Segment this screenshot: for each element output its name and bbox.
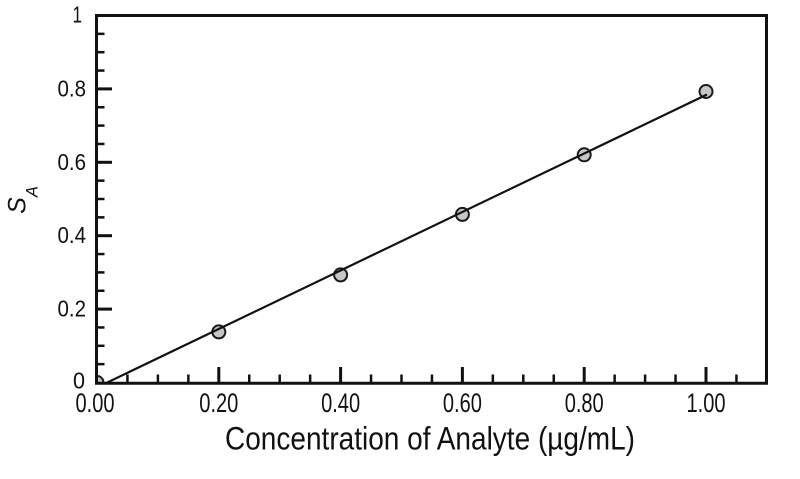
- svg-text:0.00: 0.00: [76, 388, 115, 418]
- svg-text:1.00: 1.00: [687, 388, 726, 418]
- svg-text:0.4: 0.4: [58, 222, 87, 248]
- svg-text:0: 0: [73, 368, 85, 394]
- svg-text:1: 1: [73, 2, 83, 28]
- svg-text:0.40: 0.40: [321, 388, 360, 418]
- svg-text:Concentration of Analyte (µg/m: Concentration of Analyte (µg/mL): [225, 420, 635, 456]
- svg-text:0.20: 0.20: [199, 388, 238, 418]
- svg-text:0.80: 0.80: [565, 388, 604, 418]
- svg-text:0.8: 0.8: [58, 75, 87, 101]
- svg-text:0.60: 0.60: [443, 388, 482, 418]
- svg-text:0.2: 0.2: [58, 296, 87, 322]
- svg-text:0.6: 0.6: [58, 149, 87, 175]
